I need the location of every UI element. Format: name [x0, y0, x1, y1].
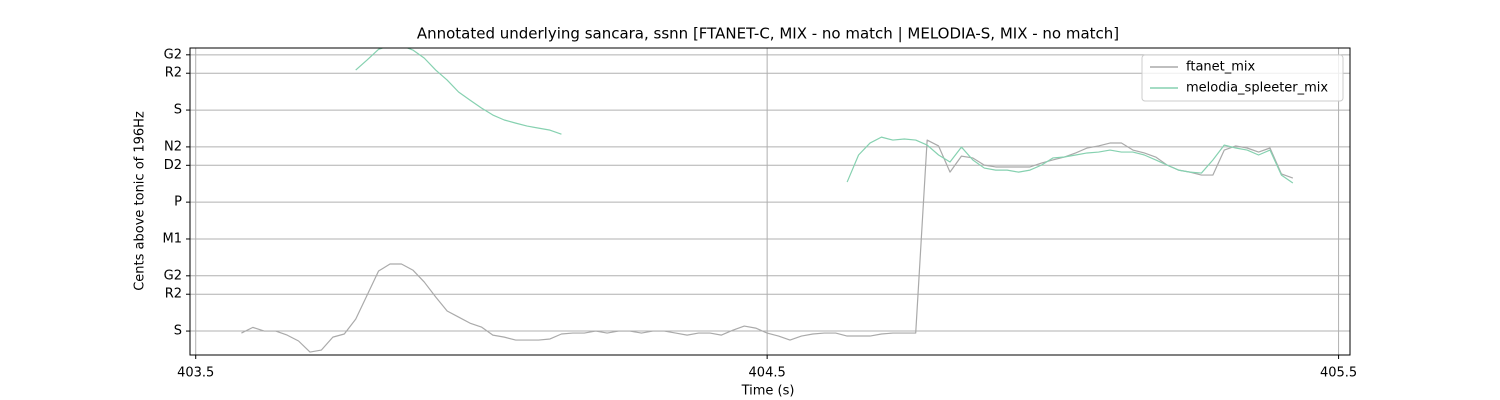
series-line — [241, 139, 1294, 353]
plot-frame — [189, 47, 1351, 356]
legend-label: melodia_spleeter_mix — [1186, 81, 1328, 96]
y-tick-label: S — [174, 103, 182, 118]
legend: ftanet_mix melodia_spleeter_mix — [1141, 54, 1344, 102]
chart-title: Annotated underlying sancara, ssnn [FTAN… — [417, 25, 1119, 43]
x-tick-label: 405.5 — [1320, 366, 1357, 381]
legend-box — [1141, 54, 1344, 102]
x-tick-label: 404.5 — [749, 366, 786, 381]
y-tick-label: R2 — [165, 287, 182, 302]
y-tick-label: N2 — [164, 139, 182, 154]
y-tick-label: R2 — [165, 66, 182, 81]
y-tick-label: P — [174, 195, 182, 210]
x-axis-label: Time (s) — [741, 384, 795, 399]
y-tick-label: D2 — [164, 158, 182, 173]
y-axis-label: Cents above tonic of 196Hz — [133, 111, 148, 291]
y-tick-label: G2 — [164, 47, 182, 62]
y-tick-label: S — [174, 324, 182, 339]
y-tick-label: M1 — [163, 231, 183, 246]
plot-lines — [241, 48, 1294, 353]
x-tick-label: 403.5 — [177, 366, 214, 381]
y-tick-label: G2 — [164, 268, 182, 283]
legend-label: ftanet_mix — [1186, 60, 1256, 75]
series-line — [355, 48, 1294, 184]
